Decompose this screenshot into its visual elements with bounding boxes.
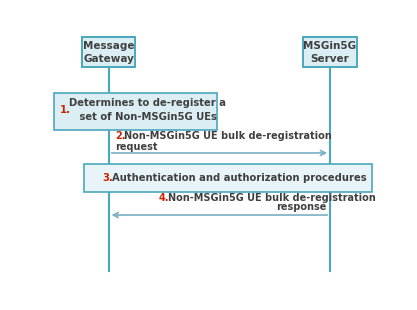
Text: 2.: 2. <box>115 131 126 141</box>
Text: request: request <box>115 143 158 153</box>
Text: response: response <box>276 202 327 212</box>
Text: Determines to de-register a
   set of Non-MSGin5G UEs: Determines to de-register a set of Non-M… <box>69 98 226 122</box>
Text: MSGin5G
Server: MSGin5G Server <box>304 41 357 64</box>
FancyBboxPatch shape <box>82 37 136 67</box>
FancyBboxPatch shape <box>304 37 357 67</box>
Text: 4.: 4. <box>159 193 169 203</box>
Text: Message
Gateway: Message Gateway <box>83 41 134 64</box>
Text: Non-MSGin5G UE bulk de-registration: Non-MSGin5G UE bulk de-registration <box>168 193 376 203</box>
Text: 1.: 1. <box>60 105 71 115</box>
FancyBboxPatch shape <box>54 93 217 130</box>
Text: 3.: 3. <box>102 173 113 183</box>
Text: Non-MSGin5G UE bulk de-registration: Non-MSGin5G UE bulk de-registration <box>124 131 332 141</box>
FancyBboxPatch shape <box>84 164 372 192</box>
Text: Authentication and authorization procedures: Authentication and authorization procedu… <box>112 173 367 183</box>
